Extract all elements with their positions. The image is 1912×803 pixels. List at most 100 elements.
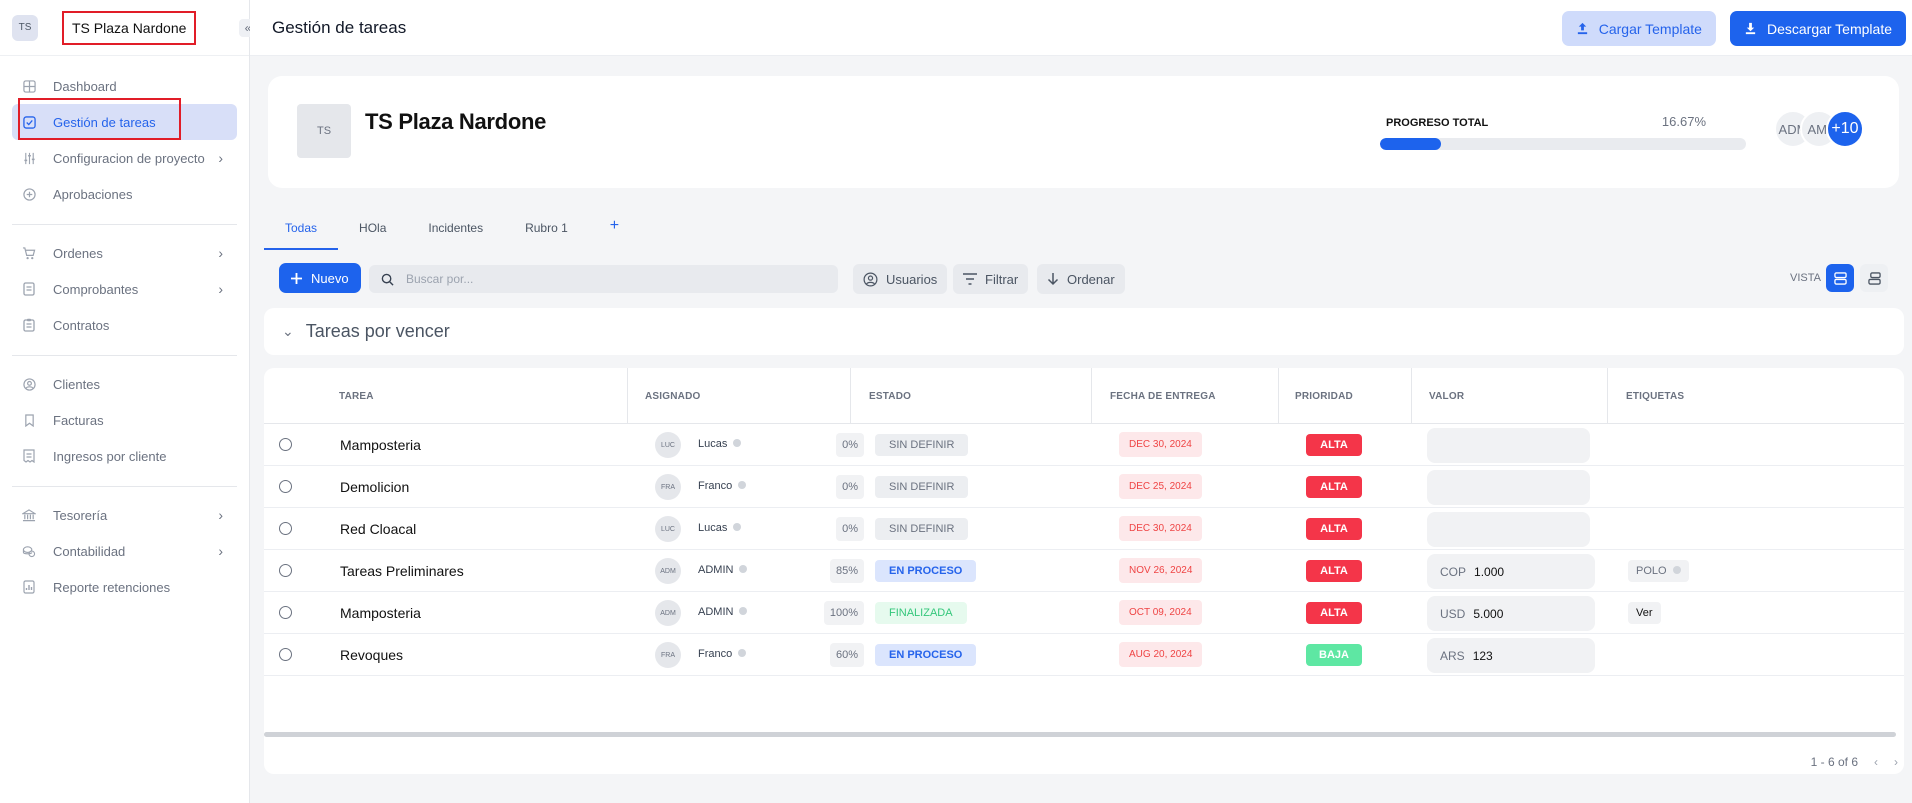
task-name[interactable]: Red Cloacal: [340, 521, 417, 537]
more-members-badge[interactable]: +10: [1826, 110, 1864, 148]
due-date-badge[interactable]: DEC 30, 2024: [1119, 432, 1202, 457]
sidebar-item-configuracion-de-proyecto[interactable]: Configuracion de proyecto ›: [12, 140, 237, 176]
filter-button[interactable]: Filtrar: [953, 264, 1029, 294]
row-select-radio[interactable]: [279, 648, 292, 661]
table-row[interactable]: Demolicion 0% FRA Franco SIN DEFINIR DEC 25, …: [264, 466, 1904, 508]
status-badge[interactable]: FINALIZADA: [875, 602, 967, 624]
arrow-down-icon: [1047, 273, 1059, 286]
tab-todas[interactable]: Todas: [264, 214, 339, 250]
users-filter-button[interactable]: Usuarios: [853, 264, 948, 294]
sidebar-item-reporte-retenciones[interactable]: Reporte retenciones: [12, 569, 237, 605]
table-row[interactable]: Revoques 60% FRA Franco EN PROCESO AUG 20, 20…: [264, 634, 1904, 676]
due-date-badge[interactable]: DEC 30, 2024: [1119, 516, 1202, 541]
view-compact-button[interactable]: [1860, 264, 1888, 292]
status-badge[interactable]: SIN DEFINIR: [875, 518, 969, 540]
table-row[interactable]: Tareas Preliminares 85% ADM ADMIN EN PROCESO…: [264, 550, 1904, 592]
assignee-name[interactable]: Lucas: [698, 522, 742, 534]
value-field[interactable]: ARS 123: [1427, 638, 1595, 673]
table-row[interactable]: Mamposteria 0% LUC Lucas SIN DEFINIR DEC 30, …: [264, 424, 1904, 466]
value-field[interactable]: COP 1.000: [1427, 554, 1595, 589]
tag-chip[interactable]: POLO: [1628, 560, 1689, 582]
tag-chip[interactable]: Ver: [1628, 602, 1661, 624]
add-tab-button[interactable]: +: [609, 217, 620, 234]
upload-template-button[interactable]: Cargar Template: [1561, 11, 1716, 46]
tag-label: Ver: [1636, 607, 1653, 619]
priority-badge[interactable]: ALTA: [1306, 476, 1362, 498]
assignee-name[interactable]: Lucas: [698, 438, 742, 450]
column-header-asignado[interactable]: ASIGNADO: [645, 391, 701, 402]
horizontal-scrollbar[interactable]: [264, 732, 1896, 737]
row-select-radio[interactable]: [279, 564, 292, 577]
table-row[interactable]: Mamposteria 100% ADM ADMIN FINALIZADA OCT 09,…: [264, 592, 1904, 634]
task-tabs: Todas HOla Incidentes Rubro 1 +: [264, 214, 640, 250]
column-header-etiquetas[interactable]: ETIQUETAS: [1626, 391, 1685, 402]
row-select-radio[interactable]: [279, 480, 292, 493]
sidebar-item-gesti-n-de-tareas[interactable]: Gestión de tareas: [12, 104, 237, 140]
sidebar-item-dashboard[interactable]: Dashboard: [12, 68, 237, 104]
sidebar-item-ordenes[interactable]: Ordenes ›: [12, 235, 237, 271]
sidebar-item-label: Ordenes: [53, 245, 103, 261]
chevron-right-icon[interactable]: ›: [1894, 755, 1898, 769]
column-header-estado[interactable]: ESTADO: [869, 391, 912, 402]
due-date-badge[interactable]: DEC 25, 2024: [1119, 474, 1202, 499]
sidebar-item-ingresos-por-cliente[interactable]: Ingresos por cliente: [12, 438, 237, 474]
status-badge[interactable]: SIN DEFINIR: [875, 434, 969, 456]
task-name[interactable]: Tareas Preliminares: [340, 563, 464, 579]
tab-incidentes[interactable]: Incidentes: [428, 221, 484, 235]
value-field[interactable]: [1427, 470, 1590, 505]
sidebar-item-aprobaciones[interactable]: Aprobaciones: [12, 176, 237, 212]
member-avatars[interactable]: ADM AMI +10: [1774, 110, 1864, 148]
column-header-prioridad[interactable]: PRIORIDAD: [1295, 391, 1353, 402]
sidebar-item-facturas[interactable]: Facturas: [12, 402, 237, 438]
sidebar-item-comprobantes[interactable]: Comprobantes ›: [12, 271, 237, 307]
column-header-tarea[interactable]: TAREA: [339, 391, 374, 402]
task-name[interactable]: Demolicion: [340, 479, 410, 495]
row-select-radio[interactable]: [279, 606, 292, 619]
view-list-button[interactable]: [1826, 264, 1854, 292]
assignee-name[interactable]: Franco: [698, 648, 747, 660]
assignee-name[interactable]: ADMIN: [698, 564, 748, 576]
priority-badge[interactable]: ALTA: [1306, 518, 1362, 540]
search-box[interactable]: [369, 265, 838, 293]
new-task-button[interactable]: Nuevo: [279, 263, 361, 293]
tab-hola[interactable]: HOla: [359, 221, 387, 235]
due-date-badge[interactable]: OCT 09, 2024: [1119, 600, 1202, 625]
value-field[interactable]: USD 5.000: [1427, 596, 1595, 631]
value-field[interactable]: [1427, 428, 1590, 463]
section-header[interactable]: ⌄ Tareas por vencer: [264, 308, 1904, 355]
task-name[interactable]: Mamposteria: [340, 437, 421, 453]
chevron-left-icon[interactable]: ‹: [1874, 755, 1878, 769]
search-input[interactable]: [406, 272, 806, 286]
priority-badge[interactable]: BAJA: [1306, 644, 1362, 666]
status-badge[interactable]: EN PROCESO: [875, 644, 977, 666]
row-select-radio[interactable]: [279, 438, 292, 451]
status-badge[interactable]: EN PROCESO: [875, 560, 977, 582]
sidebar-item-clientes[interactable]: Clientes: [12, 366, 237, 402]
sidebar-item-contabilidad[interactable]: Contabilidad ›: [12, 533, 237, 569]
sidebar-item-tesorer-a[interactable]: Tesorería ›: [12, 497, 237, 533]
due-date-badge[interactable]: NOV 26, 2024: [1119, 558, 1203, 583]
assignee-name[interactable]: Franco: [698, 480, 747, 492]
due-date-badge[interactable]: AUG 20, 2024: [1119, 642, 1203, 667]
chevron-down-icon[interactable]: ⌄: [282, 323, 294, 339]
sort-button[interactable]: Ordenar: [1037, 264, 1125, 294]
tag-remove-icon[interactable]: [1672, 566, 1681, 574]
column-header-valor[interactable]: VALOR: [1429, 391, 1465, 402]
task-name[interactable]: Revoques: [340, 647, 404, 663]
task-name[interactable]: Mamposteria: [340, 605, 421, 621]
download-template-button[interactable]: Descargar Template: [1729, 11, 1906, 46]
section-title: Tareas por vencer: [305, 321, 450, 341]
priority-badge[interactable]: ALTA: [1306, 434, 1362, 456]
project-selector[interactable]: TS Plaza Nardone: [62, 10, 197, 45]
status-badge[interactable]: SIN DEFINIR: [875, 476, 969, 498]
column-header-fecha[interactable]: FECHA DE ENTREGA: [1110, 391, 1216, 402]
row-select-radio[interactable]: [279, 522, 292, 535]
table-row[interactable]: Red Cloacal 0% LUC Lucas SIN DEFINIR DEC 30, …: [264, 508, 1904, 550]
priority-badge[interactable]: ALTA: [1306, 602, 1362, 624]
value-field[interactable]: [1427, 512, 1590, 547]
progress-label: PROGRESO TOTAL: [1386, 117, 1489, 129]
priority-badge[interactable]: ALTA: [1306, 560, 1362, 582]
assignee-name[interactable]: ADMIN: [698, 606, 748, 618]
tab-rubro-1[interactable]: Rubro 1: [525, 221, 568, 235]
sidebar-item-contratos[interactable]: Contratos: [12, 307, 237, 343]
